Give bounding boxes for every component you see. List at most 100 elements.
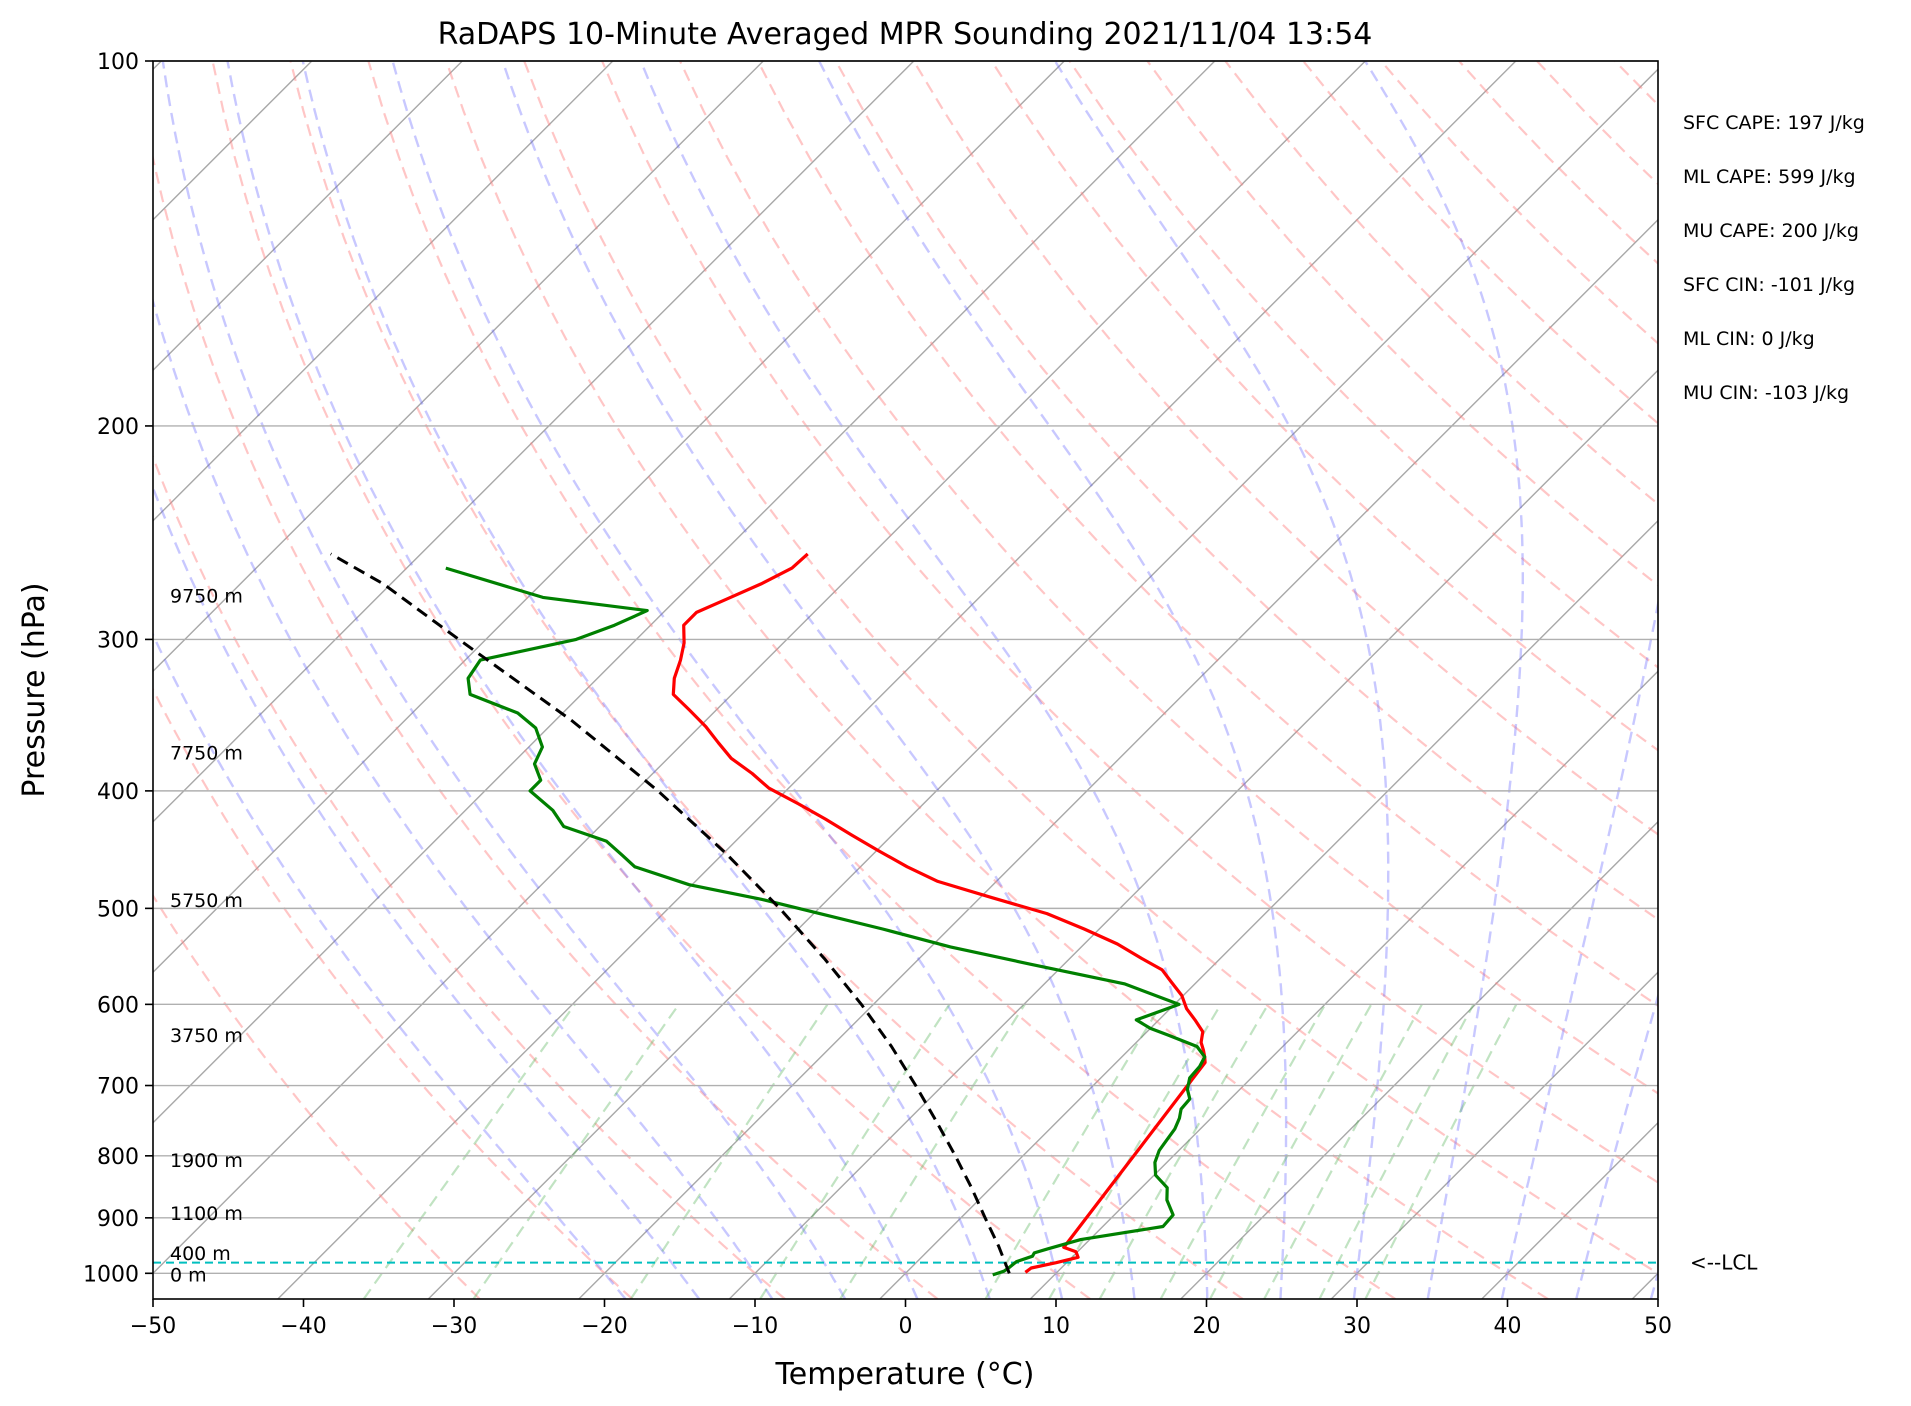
- y-tick-label: 300: [97, 628, 139, 653]
- dry-adiabat: [1536, 61, 1658, 186]
- lcl-label: <--LCL: [1690, 1251, 1758, 1275]
- isotherm-line: [277, 61, 1517, 1299]
- isotherm-line: [427, 68, 1658, 1299]
- index-label: SFC CAPE: 197 J/kg: [1683, 112, 1865, 134]
- x-tick-label: 0: [899, 1314, 913, 1339]
- height-label: 3750 m: [170, 1025, 243, 1047]
- dry-adiabat: [1458, 61, 1658, 265]
- moist-adiabat: [161, 61, 847, 1299]
- moist-adiabat: [1649, 1268, 1658, 1299]
- mixing-ratio-line: [1263, 1003, 1423, 1299]
- y-tick-label: 500: [97, 897, 139, 922]
- y-tick-label: 900: [97, 1207, 139, 1232]
- moist-adiabat: [1053, 61, 1390, 1299]
- height-label: 1100 m: [170, 1203, 243, 1225]
- sounding-series: [153, 552, 1658, 1277]
- dry-adiabat: [367, 61, 1397, 1299]
- dry-adiabat: [1068, 61, 1658, 669]
- y-tick-label: 200: [97, 415, 139, 440]
- plot-frame: [152, 60, 1659, 1300]
- x-tick-label: 40: [1494, 1314, 1522, 1339]
- x-tick-label: 50: [1644, 1314, 1672, 1339]
- moist-adiabat: [301, 61, 991, 1299]
- x-axis-ticks: −50 −40 −30 −20 −10 0 10 20 30 40 50: [130, 1299, 1672, 1339]
- y-tick-label: 700: [97, 1075, 139, 1100]
- mixing-ratio-line: [1364, 1003, 1518, 1299]
- isotherm-line: [153, 61, 764, 673]
- y-tick-label: 600: [97, 993, 139, 1018]
- height-label: 1900 m: [170, 1150, 243, 1172]
- isotherm-line: [728, 369, 1658, 1299]
- mixing-ratio-line: [839, 1003, 1026, 1299]
- stability-indices: SFC CAPE: 197 J/kg ML CAPE: 599 J/kg MU CA…: [1683, 112, 1865, 404]
- moist-adiabat: [153, 484, 701, 1299]
- dewpoint-profile: [445, 566, 1207, 1277]
- mixing-ratio-line: [629, 1003, 829, 1299]
- index-label: MU CIN: -103 J/kg: [1683, 382, 1849, 404]
- moist-adiabat: [501, 61, 1136, 1299]
- isotherm-line: [1180, 820, 1658, 1299]
- dry-adiabat: [153, 893, 481, 1299]
- dry-adiabat: [679, 61, 1658, 1095]
- x-tick-label: −30: [431, 1314, 477, 1339]
- y-tick-label: 400: [97, 780, 139, 805]
- x-tick-label: 10: [1042, 1314, 1070, 1339]
- isotherm-line: [1029, 670, 1658, 1299]
- height-labels: 9750 m 7750 m 5750 m 3750 m 1900 m 1100 m 400 …: [170, 586, 243, 1287]
- moist-adiabat: [1500, 597, 1658, 1299]
- x-tick-label: −40: [280, 1314, 326, 1339]
- dry-adiabat: [1146, 61, 1658, 587]
- isotherm-line: [0, 61, 11, 1299]
- y-tick-label: 800: [97, 1145, 139, 1170]
- dry-adiabat: [990, 61, 1658, 752]
- isotherm-line: [153, 61, 463, 372]
- mixing-ratio-line: [472, 1003, 680, 1299]
- moist-adiabat: [391, 61, 1064, 1299]
- x-axis-label: Temperature (°C): [775, 1357, 1035, 1392]
- isotherm-line: [153, 61, 1216, 1124]
- moist-adiabat: [818, 61, 1288, 1299]
- x-tick-label: 20: [1193, 1314, 1221, 1339]
- moist-adiabat: [153, 297, 774, 1299]
- height-label: 7750 m: [170, 743, 243, 765]
- x-tick-label: 30: [1343, 1314, 1371, 1339]
- mixing-ratio-line: [1098, 1003, 1270, 1299]
- dry-adiabat: [153, 454, 786, 1299]
- x-tick-label: −50: [130, 1314, 176, 1339]
- y-tick-label: 100: [97, 50, 139, 75]
- isotherm-line: [153, 61, 1065, 974]
- dry-adiabat: [153, 153, 939, 1299]
- isotherm-line: [1631, 1272, 1658, 1299]
- dry-adiabat: [1614, 61, 1658, 107]
- moist-adiabat: [1364, 61, 1524, 1299]
- height-label: 0 m: [170, 1264, 207, 1286]
- dry-adiabat: [1224, 61, 1658, 506]
- moist-adiabat: [1575, 992, 1658, 1299]
- y-axis-label: Pressure (hPa): [17, 582, 52, 797]
- dry-adiabat: [1302, 61, 1658, 425]
- dry-adiabat: [153, 687, 634, 1299]
- index-label: ML CAPE: 599 J/kg: [1683, 166, 1856, 188]
- height-label: 400 m: [170, 1243, 231, 1265]
- moist-adiabat: [226, 61, 919, 1299]
- background-guide-lines: [0, 61, 1911, 1299]
- moist-adiabat: [153, 632, 627, 1299]
- isotherm-line: [1783, 61, 1911, 1299]
- isotherm-line: [578, 218, 1658, 1299]
- dry-adiabat: [523, 61, 1658, 1275]
- dry-adiabat: [834, 61, 1658, 921]
- isotherm-line: [153, 61, 1366, 1275]
- mixing-ratio-line: [1159, 1003, 1327, 1299]
- y-axis-ticks: 100 200 300 400 500 600 700 800 900 1000: [83, 50, 153, 1287]
- index-label: SFC CIN: -101 J/kg: [1683, 274, 1855, 296]
- dry-adiabat: [1693, 61, 1911, 1299]
- isotherm-line: [153, 61, 614, 522]
- height-label: 5750 m: [170, 890, 243, 912]
- mixing-ratio-line: [984, 1003, 1163, 1299]
- dry-adiabat: [1380, 61, 1658, 345]
- mixing-ratio-line: [1209, 1003, 1373, 1299]
- y-tick-label: 1000: [83, 1262, 139, 1287]
- dry-adiabat: [601, 61, 1658, 1184]
- isotherm-line: [879, 519, 1658, 1299]
